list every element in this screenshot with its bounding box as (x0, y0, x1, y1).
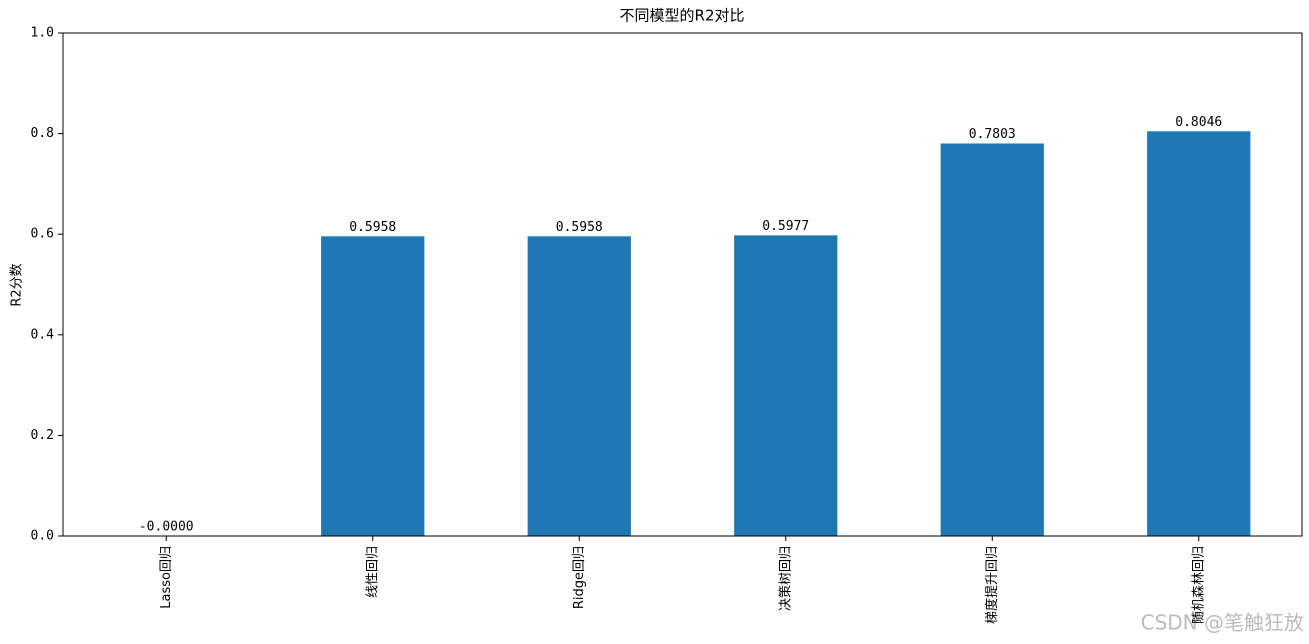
y-tick-label: 0.0 (31, 529, 54, 544)
bar (321, 236, 425, 536)
x-tick-label: Lasso回归 (159, 546, 174, 609)
y-axis-label: R2分数 (10, 263, 25, 306)
chart-title: 不同模型的R2对比 (620, 7, 745, 25)
bar (940, 143, 1044, 536)
bar (734, 235, 838, 536)
value-label: 0.5958 (556, 220, 603, 235)
value-label: 0.5977 (762, 219, 809, 234)
value-label: 0.7803 (969, 127, 1016, 142)
x-tick-label: 随机森林回归 (1191, 546, 1206, 624)
x-tick-label: Ridge回归 (572, 546, 587, 609)
value-label: -0.0000 (139, 520, 194, 535)
y-tick-label: 1.0 (31, 26, 54, 41)
value-label: 0.5958 (349, 220, 396, 235)
y-tick-label: 0.4 (31, 327, 55, 342)
x-tick-label: 线性回归 (365, 546, 380, 598)
bar (1147, 131, 1251, 536)
watermark: CSDN @笔触狂放 (1141, 611, 1304, 635)
bar (527, 236, 631, 536)
y-tick-label: 0.8 (31, 126, 54, 141)
y-tick-label: 0.2 (31, 428, 54, 443)
y-tick-label: 0.6 (31, 227, 54, 242)
x-tick-label: 梯度提升回归 (984, 546, 1000, 624)
x-tick-label: 决策树回归 (777, 546, 793, 611)
value-label: 0.8046 (1175, 115, 1222, 130)
plot-frame (62, 32, 1303, 537)
